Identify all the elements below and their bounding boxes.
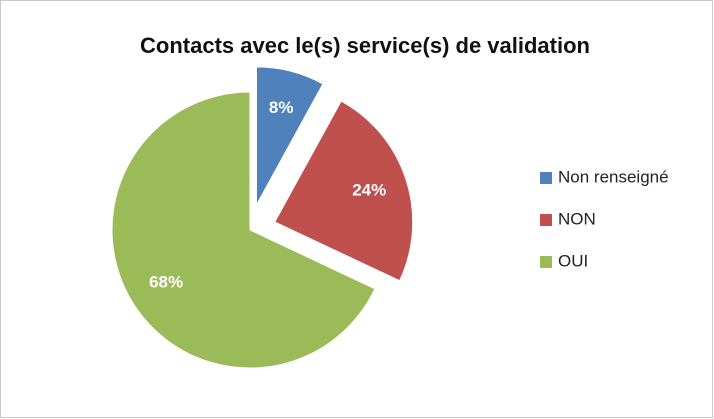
legend-swatch [540, 172, 552, 184]
legend-label: Non renseigné [558, 167, 669, 186]
data-label: 8% [269, 98, 294, 117]
pie-slice [274, 100, 414, 282]
legend-swatch [540, 256, 552, 268]
chart-title: Contacts avec le(s) service(s) de valida… [140, 33, 590, 58]
legend-label: NON [558, 209, 596, 228]
pie-slice [111, 91, 376, 369]
data-label: 68% [149, 273, 183, 292]
pie-slice [255, 66, 324, 206]
data-label: 24% [352, 181, 386, 200]
legend-swatch [540, 214, 552, 226]
legend-label: OUI [558, 251, 588, 270]
